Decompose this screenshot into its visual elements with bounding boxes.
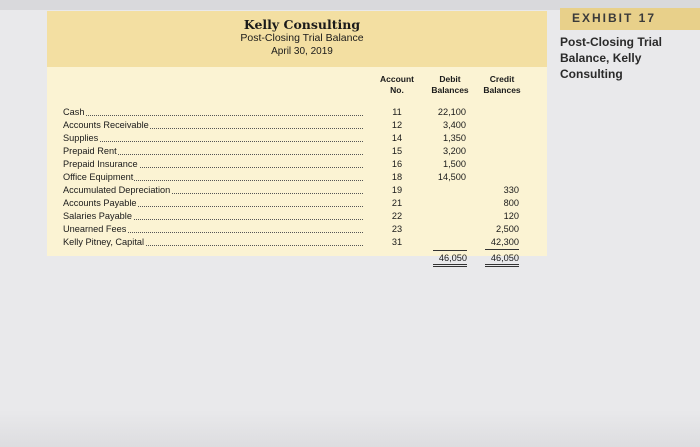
credit-balance: 800 xyxy=(503,198,519,208)
debit-balance: 3,200 xyxy=(443,146,466,156)
credit-total-rule xyxy=(485,249,519,250)
leader-dots xyxy=(63,141,363,142)
statement-name: Post-Closing Trial Balance xyxy=(240,32,364,44)
leader-dots xyxy=(63,232,363,233)
account-number: 15 xyxy=(391,146,403,156)
account-name: Supplies xyxy=(63,132,363,145)
account-name: Cash xyxy=(63,106,363,119)
account-number: 19 xyxy=(391,185,403,195)
account-number: 14 xyxy=(391,133,403,143)
debit-balance: 3,400 xyxy=(443,120,466,130)
debit-balance: 22,100 xyxy=(437,107,466,117)
leader-dots xyxy=(63,167,363,168)
leader-dots xyxy=(63,115,363,116)
credit-balance: 120 xyxy=(503,211,519,221)
leader-dots xyxy=(63,193,363,194)
debit-total: 46,050 xyxy=(433,252,467,267)
account-name: Prepaid Insurance xyxy=(63,158,363,171)
statement-title-block: Kelly Consulting Post-Closing Trial Bala… xyxy=(47,17,557,58)
leader-dots xyxy=(63,219,363,220)
debit-total-rule xyxy=(433,250,467,251)
account-name: Kelly Pitney, Capital xyxy=(63,236,363,249)
account-number: 23 xyxy=(391,224,403,234)
account-number: 11 xyxy=(392,107,402,117)
leader-dots xyxy=(63,180,363,181)
credit-balance: 2,500 xyxy=(496,224,519,234)
bottom-shadow xyxy=(0,410,700,447)
account-number: 12 xyxy=(391,120,403,130)
company-name: Kelly Consulting xyxy=(243,17,361,32)
debit-balance: 1,500 xyxy=(443,159,466,169)
exhibit-tab xyxy=(560,8,700,30)
exhibit-label: EXHIBIT 17 xyxy=(572,11,657,25)
account-name: Accumulated Depreciation xyxy=(63,184,363,197)
trial-balance-panel: Kelly Consulting Post-Closing Trial Bala… xyxy=(47,11,547,267)
credit-balance: 330 xyxy=(503,185,519,195)
statement-date: April 30, 2019 xyxy=(271,46,333,57)
top-shadow xyxy=(0,0,700,10)
leader-dots xyxy=(63,245,363,246)
account-name: Accounts Payable xyxy=(63,197,363,210)
account-name: Office Equipment xyxy=(63,171,363,184)
account-name: Unearned Fees xyxy=(63,223,363,236)
account-number: 31 xyxy=(391,237,403,247)
account-number: 18 xyxy=(391,172,403,182)
leader-dots xyxy=(63,206,363,207)
debit-balances-header: Debit Balances xyxy=(431,74,469,95)
account-name: Accounts Receivable xyxy=(63,119,363,132)
account-no-header: Account No. xyxy=(380,74,414,95)
account-number: 22 xyxy=(391,211,403,221)
leader-dots xyxy=(63,154,363,155)
account-name: Salaries Payable xyxy=(63,210,363,223)
debit-balance: 14,500 xyxy=(437,172,466,182)
leader-dots xyxy=(63,128,363,129)
account-number: 21 xyxy=(391,198,403,208)
credit-balance: 42,300 xyxy=(490,237,519,247)
credit-total: 46,050 xyxy=(485,252,519,267)
statement-header-band xyxy=(47,11,547,67)
exhibit-caption: Post-Closing Trial Balance, Kelly Consul… xyxy=(560,35,663,81)
credit-balances-header: Credit Balances xyxy=(483,74,521,95)
debit-balance: 1,350 xyxy=(443,133,466,143)
account-number: 16 xyxy=(391,159,403,169)
account-name: Prepaid Rent xyxy=(63,145,363,158)
